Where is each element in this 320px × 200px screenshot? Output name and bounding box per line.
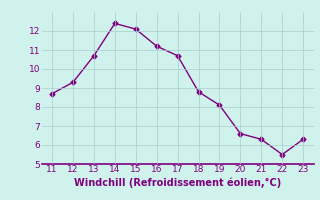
- X-axis label: Windchill (Refroidissement éolien,°C): Windchill (Refroidissement éolien,°C): [74, 177, 281, 188]
